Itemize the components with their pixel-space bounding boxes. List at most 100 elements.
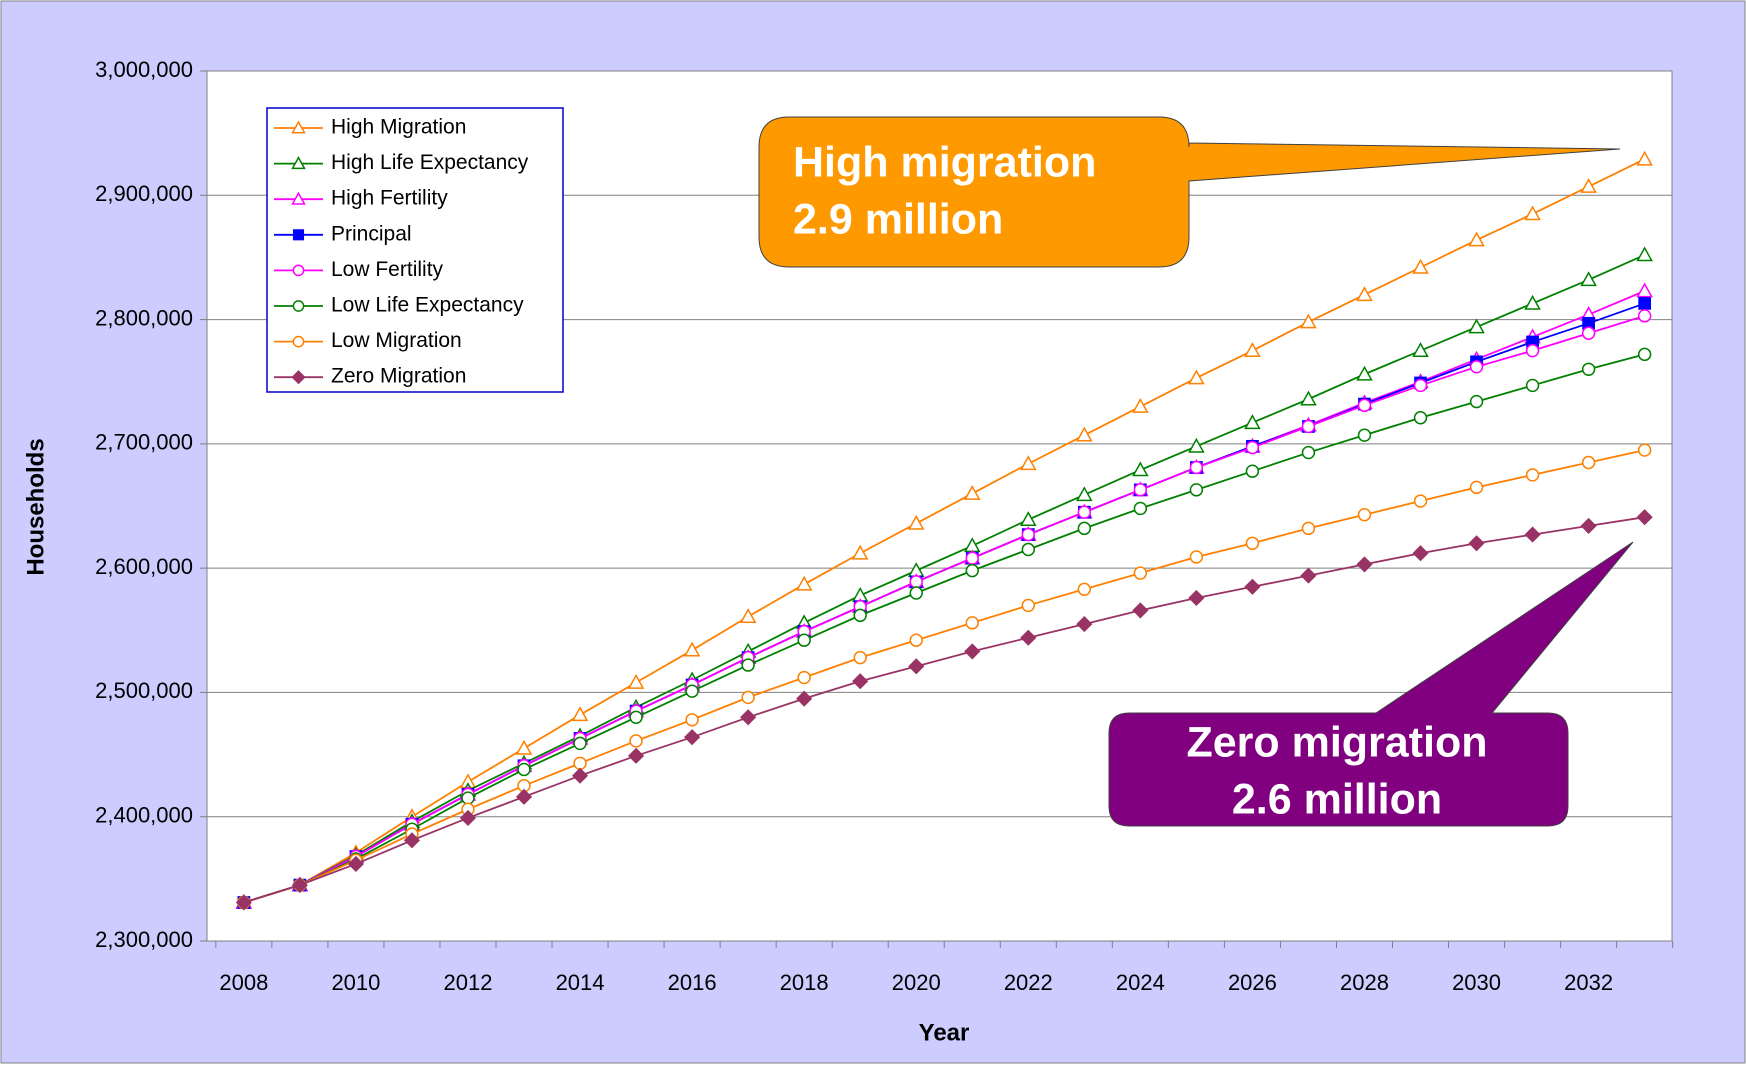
x-tick-label: 2016 [668, 970, 717, 995]
marker [403, 832, 421, 849]
marker [1524, 294, 1541, 310]
callout-shape [1108, 541, 1634, 827]
legend-box [266, 107, 564, 393]
marker [1525, 343, 1540, 358]
marker [515, 788, 533, 805]
series-line [243, 516, 1645, 904]
callout-zero-migration: Zero migration 2.6 million [1108, 541, 1634, 827]
marker [1524, 526, 1541, 543]
marker [1076, 616, 1093, 633]
marker [1300, 313, 1317, 329]
marker [1301, 521, 1316, 536]
marker [741, 690, 755, 705]
marker [1300, 390, 1317, 406]
marker [1245, 440, 1260, 455]
marker [1580, 517, 1597, 534]
marker [1412, 545, 1429, 562]
marker [741, 658, 755, 672]
legend-label: Low Migration [331, 329, 462, 352]
marker [628, 747, 645, 764]
x-tick-label: 2032 [1564, 970, 1613, 995]
x-tick-label: 2026 [1228, 970, 1277, 995]
marker [461, 791, 475, 805]
marker [517, 762, 531, 777]
marker [1189, 483, 1204, 497]
marker [1020, 455, 1037, 471]
series-line [243, 314, 1645, 904]
marker [573, 736, 587, 751]
marker [571, 767, 589, 784]
legend-label: Low Life Expectancy [331, 294, 524, 317]
marker [1636, 509, 1653, 526]
marker [459, 809, 477, 827]
x-tick-label: 2030 [1452, 970, 1501, 995]
marker [1077, 582, 1092, 596]
marker [684, 729, 701, 746]
marker [1189, 550, 1204, 564]
legend-label: Low Fertility [331, 258, 444, 281]
marker [292, 300, 305, 312]
marker [1301, 445, 1316, 460]
marker [1469, 394, 1484, 409]
y-tick-label: 2,700,000 [95, 430, 193, 455]
marker [629, 734, 643, 748]
marker [1020, 511, 1037, 527]
marker [1357, 398, 1372, 413]
marker [908, 658, 925, 675]
legend-label: High Life Expectancy [331, 151, 529, 174]
marker [1525, 378, 1540, 393]
series-line [243, 449, 1645, 904]
marker [1525, 468, 1540, 482]
marker [1245, 536, 1260, 550]
marker [1357, 508, 1372, 522]
marker [1132, 602, 1149, 619]
marker [571, 706, 589, 722]
marker [1076, 426, 1093, 442]
legend-label: Zero Migration [331, 365, 466, 388]
marker [291, 120, 306, 134]
y-tick-label: 2,500,000 [95, 678, 193, 703]
marker [964, 643, 981, 660]
marker [1301, 419, 1316, 434]
marker [1245, 464, 1260, 478]
x-axis-title: Year [919, 1019, 970, 1046]
callout-text: 2.9 million [793, 195, 1003, 243]
legend: High Migration High Life Expectancy High F… [266, 107, 564, 393]
marker [1356, 286, 1373, 302]
marker [740, 709, 757, 726]
marker [291, 877, 308, 894]
marker [1244, 414, 1261, 430]
marker [1580, 271, 1597, 287]
marker [1524, 205, 1541, 221]
marker [291, 191, 306, 205]
legend-label: Principal [331, 222, 412, 245]
y-tick-label: 2,400,000 [95, 803, 193, 828]
marker [1469, 360, 1484, 374]
marker [235, 894, 252, 911]
marker [1133, 566, 1148, 580]
marker [1133, 483, 1148, 497]
marker [851, 544, 869, 560]
marker [909, 575, 923, 589]
marker [1638, 297, 1651, 310]
callout-text: 2.6 million [1232, 775, 1442, 823]
marker [292, 229, 305, 241]
marker [1076, 486, 1093, 502]
marker [1356, 365, 1373, 381]
marker [795, 575, 813, 591]
marker [1412, 342, 1429, 357]
marker [739, 608, 757, 623]
marker [1021, 542, 1035, 557]
marker [965, 616, 979, 630]
marker [1581, 362, 1596, 376]
marker [1188, 589, 1205, 607]
marker [685, 713, 699, 727]
x-tick-label: 2024 [1116, 970, 1165, 995]
marker [1300, 567, 1317, 584]
x-tick-label: 2022 [1004, 970, 1053, 995]
marker [797, 670, 811, 685]
marker [1637, 309, 1652, 323]
marker [853, 608, 867, 623]
callout-high-migration: High migration 2.9 million [758, 116, 1621, 268]
marker [515, 739, 533, 755]
